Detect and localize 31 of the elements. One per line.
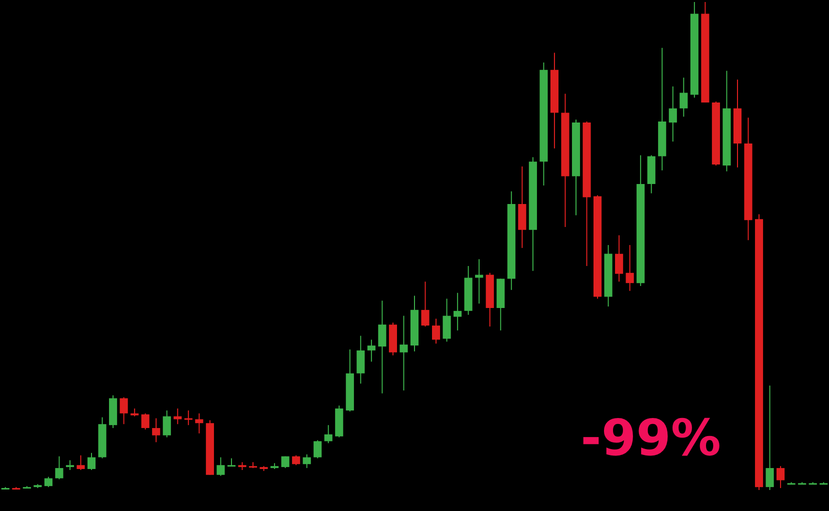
candlestick bbox=[324, 424, 332, 444]
candlestick bbox=[668, 86, 677, 142]
candlestick bbox=[454, 292, 462, 331]
candlestick bbox=[87, 452, 96, 470]
candlestick bbox=[314, 440, 322, 459]
candlestick bbox=[432, 318, 440, 344]
candlestick bbox=[292, 454, 300, 466]
annotation: -99% bbox=[580, 409, 722, 467]
candlestick bbox=[216, 456, 225, 476]
candlestick bbox=[442, 298, 451, 342]
candlestick bbox=[356, 335, 365, 384]
candlestick bbox=[66, 460, 74, 470]
candlestick bbox=[120, 396, 128, 425]
candlestick bbox=[626, 244, 634, 292]
candlestick bbox=[400, 315, 408, 391]
candlestick bbox=[184, 410, 192, 426]
candlestick bbox=[367, 339, 376, 362]
candlestick bbox=[615, 234, 624, 282]
candlestick bbox=[195, 412, 204, 434]
candlestick bbox=[378, 300, 386, 394]
candlestick bbox=[302, 454, 311, 469]
candlestick bbox=[152, 418, 160, 443]
candlestick bbox=[141, 412, 150, 430]
candlestick bbox=[162, 410, 171, 438]
candlestick bbox=[55, 456, 64, 480]
candlestick bbox=[776, 466, 785, 489]
candlestick bbox=[44, 476, 52, 488]
candlestick bbox=[680, 77, 688, 118]
candlestick bbox=[76, 454, 85, 470]
candlestick bbox=[421, 281, 430, 328]
candlestick bbox=[766, 385, 774, 490]
